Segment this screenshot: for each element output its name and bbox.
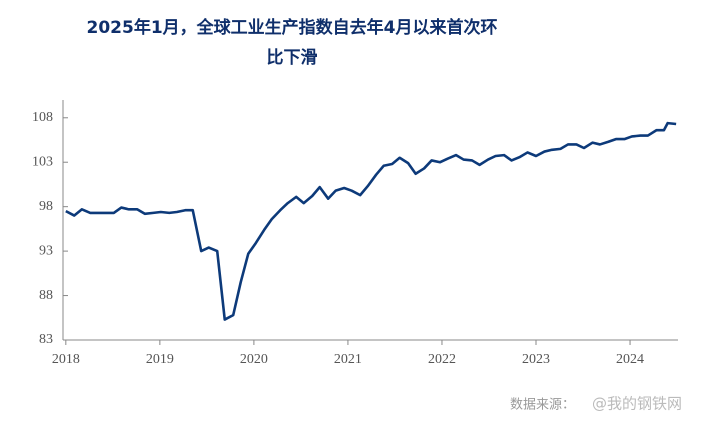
x-tick-label: 2021 bbox=[334, 352, 362, 367]
watermark: @我的钢铁网 bbox=[592, 395, 682, 413]
y-tick-label: 83 bbox=[39, 332, 53, 347]
chart-title: 2025年1月，全球工业生产指数自去年4月以来首次环 bbox=[87, 17, 498, 38]
x-tick-label: 2020 bbox=[240, 352, 268, 367]
x-tick-label: 2019 bbox=[146, 352, 174, 367]
chart-title: 比下滑 bbox=[267, 47, 318, 68]
x-tick-label: 2024 bbox=[616, 352, 644, 367]
series-line bbox=[65, 121, 677, 321]
y-tick-label: 108 bbox=[32, 110, 53, 125]
x-tick-label: 2023 bbox=[522, 352, 550, 367]
y-tick-label: 88 bbox=[39, 288, 53, 303]
x-tick-label: 2022 bbox=[428, 352, 456, 367]
y-tick-label: 93 bbox=[39, 243, 53, 258]
y-tick-label: 103 bbox=[32, 154, 53, 169]
y-tick-label: 98 bbox=[39, 199, 53, 214]
x-tick-label: 2018 bbox=[52, 352, 80, 367]
source: 数据来源： bbox=[510, 398, 575, 413]
